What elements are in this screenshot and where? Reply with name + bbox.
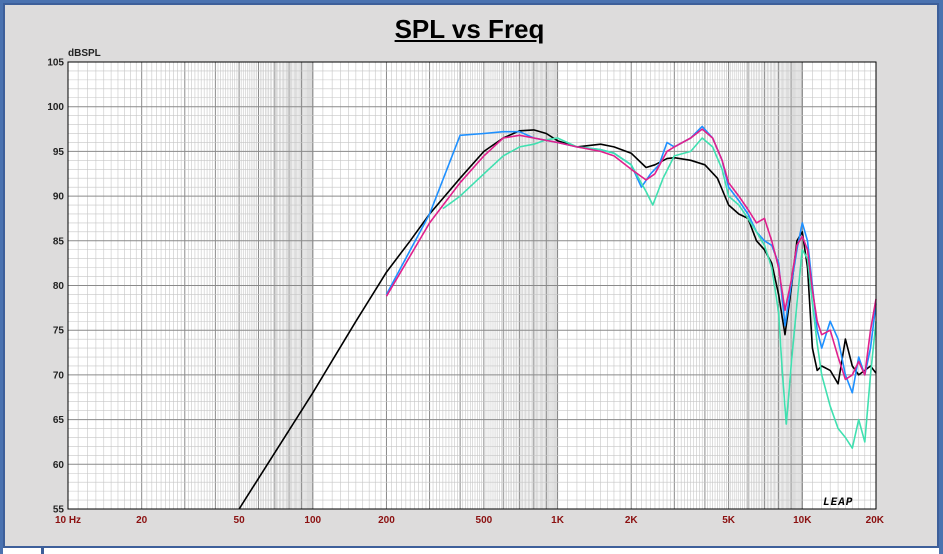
y-tick-label: 90 [53, 192, 65, 203]
status-marker [41, 547, 44, 554]
x-tick-label: 5K [722, 515, 736, 526]
tick-labels: 55 60 65 70 75 80 85 90 95 100 105 10 Hz 20 50 100 200 5… [47, 58, 884, 527]
y-tick-label: 60 [53, 460, 65, 471]
y-tick-label: 55 [53, 505, 65, 516]
leap-logo: LEAP [823, 497, 853, 509]
chart-title: SPL vs Freq [394, 14, 545, 44]
x-tick-label: 20K [866, 515, 885, 526]
x-tick-label: 20 [136, 515, 148, 526]
y-tick-label: 75 [53, 326, 65, 337]
y-tick-label: 80 [53, 281, 65, 292]
y-tick-label: 70 [53, 370, 65, 381]
y-tick-label: 85 [53, 236, 65, 247]
y-tick-label: 105 [47, 58, 64, 69]
y-tick-label: 95 [53, 147, 65, 158]
y-tick-label: 65 [53, 415, 65, 426]
y-axis-label: dBSPL [68, 48, 101, 59]
plot-border [67, 61, 877, 510]
x-tick-label: 200 [378, 515, 395, 526]
x-tick-label: 1K [551, 515, 565, 526]
x-tick-label: 100 [304, 515, 321, 526]
series-line-1 [238, 129, 877, 510]
x-tick-label: 2K [625, 515, 639, 526]
y-tick-label: 100 [47, 102, 64, 113]
series-line-3 [442, 137, 877, 449]
status-strip [3, 548, 939, 554]
series-line-4 [385, 128, 877, 381]
x-tick-label: 10K [793, 515, 812, 526]
curves [238, 125, 877, 510]
x-tick-label: 50 [234, 515, 246, 526]
grid-lines [68, 62, 876, 509]
x-tick-label: 10 Hz [55, 515, 81, 526]
x-tick-label: 500 [476, 515, 493, 526]
